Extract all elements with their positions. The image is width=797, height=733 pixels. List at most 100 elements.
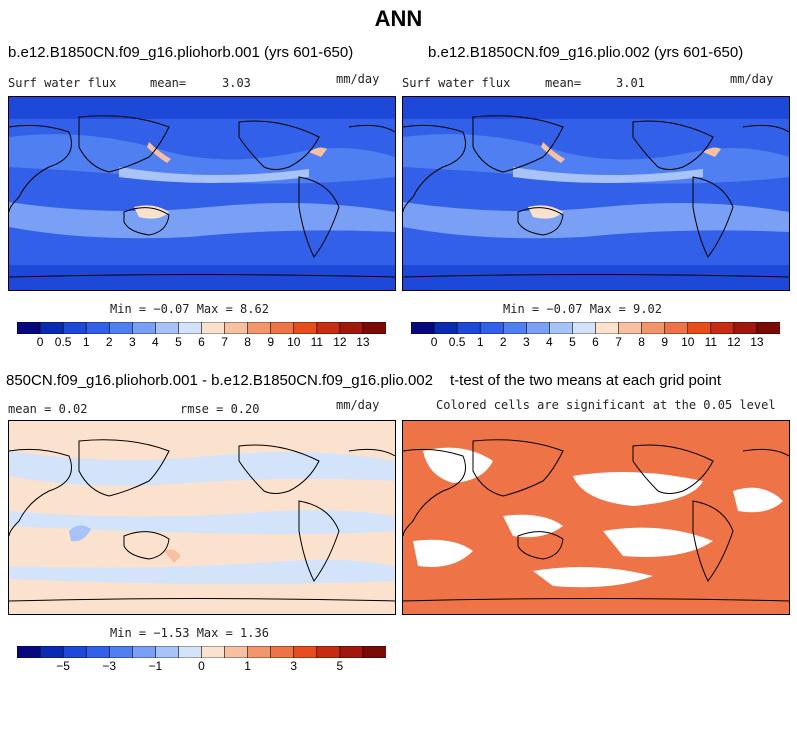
colorbar-tick-label: 11 xyxy=(310,335,324,349)
panel3-map xyxy=(8,420,396,615)
africa-coast xyxy=(9,448,72,537)
colorbar-tick-label: −1 xyxy=(148,659,163,673)
panel4-title: t-test of the two means at each grid poi… xyxy=(450,372,721,389)
panel3-colorbar xyxy=(17,646,386,658)
panel1-minmax: Min = −0.07 Max = 8.62 xyxy=(110,302,269,316)
north-america-coast xyxy=(238,444,320,494)
colorbar-swatch xyxy=(595,322,620,334)
panel1-map-svg xyxy=(9,97,395,290)
colorbar-swatch xyxy=(132,322,156,334)
arctic-band xyxy=(403,97,789,119)
panel4-map xyxy=(402,420,790,615)
panel2-map-svg xyxy=(403,97,789,290)
colorbar-tick-label: 8 xyxy=(638,335,645,349)
nonsig-patch-4 xyxy=(603,527,713,557)
positive-spot xyxy=(164,549,181,563)
antarctica-coast xyxy=(9,598,395,602)
colorbar-tick-label: 5 xyxy=(336,659,344,673)
panel1-unit: mm/day xyxy=(336,72,380,86)
coastlines xyxy=(403,115,789,278)
colorbar-swatch xyxy=(17,322,41,334)
africa-coast xyxy=(403,124,466,213)
colorbar-swatch xyxy=(270,322,295,334)
colorbar-swatch xyxy=(526,322,550,334)
south-america-coast xyxy=(692,500,734,582)
colorbar-swatch xyxy=(62,646,87,658)
colorbar-tick-label: 3 xyxy=(290,659,298,673)
itcz-band xyxy=(119,167,309,183)
panel2-map xyxy=(402,96,790,291)
colorbar-swatch xyxy=(201,646,226,658)
colorbar-tick-label: 13 xyxy=(356,335,370,349)
panel2-var-label: Surf water flux xyxy=(402,76,511,90)
colorbar-swatch xyxy=(224,646,249,658)
coastlines xyxy=(9,115,395,278)
colorbar-swatch xyxy=(339,646,364,658)
africa-coast xyxy=(9,124,72,213)
north-america-coast xyxy=(632,444,714,494)
colorbar-swatch xyxy=(247,646,272,658)
colorbar-tick-label: 9 xyxy=(661,335,669,349)
coastlines xyxy=(9,439,395,602)
colorbar-swatch xyxy=(641,322,666,334)
colorbar-tick-label: 4 xyxy=(546,335,553,349)
colorbar-swatch xyxy=(456,322,481,334)
colorbar-swatch xyxy=(618,322,643,334)
arctic-band xyxy=(9,97,395,119)
kuroshio-hotspot xyxy=(147,142,171,163)
colorbar-tick-label: −3 xyxy=(102,659,117,673)
colorbar-tick-label: 3 xyxy=(522,335,530,349)
south-america-coast xyxy=(298,500,340,582)
colorbar-tick-label: 7 xyxy=(221,335,228,349)
itcz-band xyxy=(513,167,703,183)
panel1-title: b.e12.B1850CN.f09_g16.pliohorb.001 (yrs … xyxy=(8,44,354,61)
colorbar-tick-label: 1 xyxy=(476,335,484,349)
colorbar-tick-label: 10 xyxy=(287,335,301,349)
colorbar-tick-label: 5 xyxy=(175,335,182,349)
colorbar-swatch xyxy=(17,646,41,658)
panel1-colorbar xyxy=(17,322,386,334)
main-title: ANN xyxy=(374,6,423,31)
nonsig-patch-2 xyxy=(573,472,703,506)
colorbar-swatch xyxy=(664,322,689,334)
europe-coast xyxy=(742,124,789,133)
nonsig-patch-1 xyxy=(423,447,493,483)
gulf-stream-hotspot xyxy=(309,147,327,157)
colorbar-tick-label: 6 xyxy=(592,335,599,349)
colorbar-tick-label: 12 xyxy=(727,335,741,349)
colorbar-tick-label: 0.5 xyxy=(448,335,466,349)
colorbar-swatch xyxy=(479,322,504,334)
north-america-coast xyxy=(238,120,320,170)
panel2-mean-label: mean= xyxy=(545,76,582,90)
panel3-minmax: Min = −1.53 Max = 1.36 xyxy=(110,626,269,640)
australia-coast xyxy=(123,531,170,560)
colorbar-tick-label: 2 xyxy=(499,335,507,349)
panel3-map-svg xyxy=(9,421,395,614)
nonsig-patch-3 xyxy=(503,514,563,538)
panel3-mean: mean = 0.02 xyxy=(8,402,88,416)
south-america-coast xyxy=(692,176,734,258)
negative-band-3 xyxy=(9,559,395,585)
colorbar-tick-label: 12 xyxy=(333,335,347,349)
colorbar-swatch xyxy=(224,322,249,334)
colorbar-swatch xyxy=(62,322,87,334)
panel2-colorbar xyxy=(411,322,780,334)
panel1-colorbar-labels: 0 0.5 1 2 3 4 5 6 7 8 9 10 11 12 13 xyxy=(17,335,386,349)
colorbar-swatch xyxy=(85,646,110,658)
colorbar-swatch xyxy=(270,646,295,658)
antarctic-band xyxy=(403,265,789,290)
antarctica-coast xyxy=(403,598,789,602)
colorbar-tick-label: 0 xyxy=(36,335,44,349)
colorbar-tick-label: 0 xyxy=(198,659,205,673)
colorbar-swatch xyxy=(155,646,180,658)
colorbar-tick-label: 10 xyxy=(681,335,695,349)
colorbar-tick-label: 1 xyxy=(82,335,90,349)
coastlines xyxy=(403,439,789,602)
ocean-field xyxy=(9,97,395,290)
colorbar-swatch xyxy=(155,322,180,334)
colorbar-tick-label: 1 xyxy=(244,659,251,673)
colorbar-swatch xyxy=(339,322,364,334)
subtropic-band-s xyxy=(9,202,395,239)
negative-spot xyxy=(69,525,91,542)
colorbar-swatch xyxy=(502,322,527,334)
